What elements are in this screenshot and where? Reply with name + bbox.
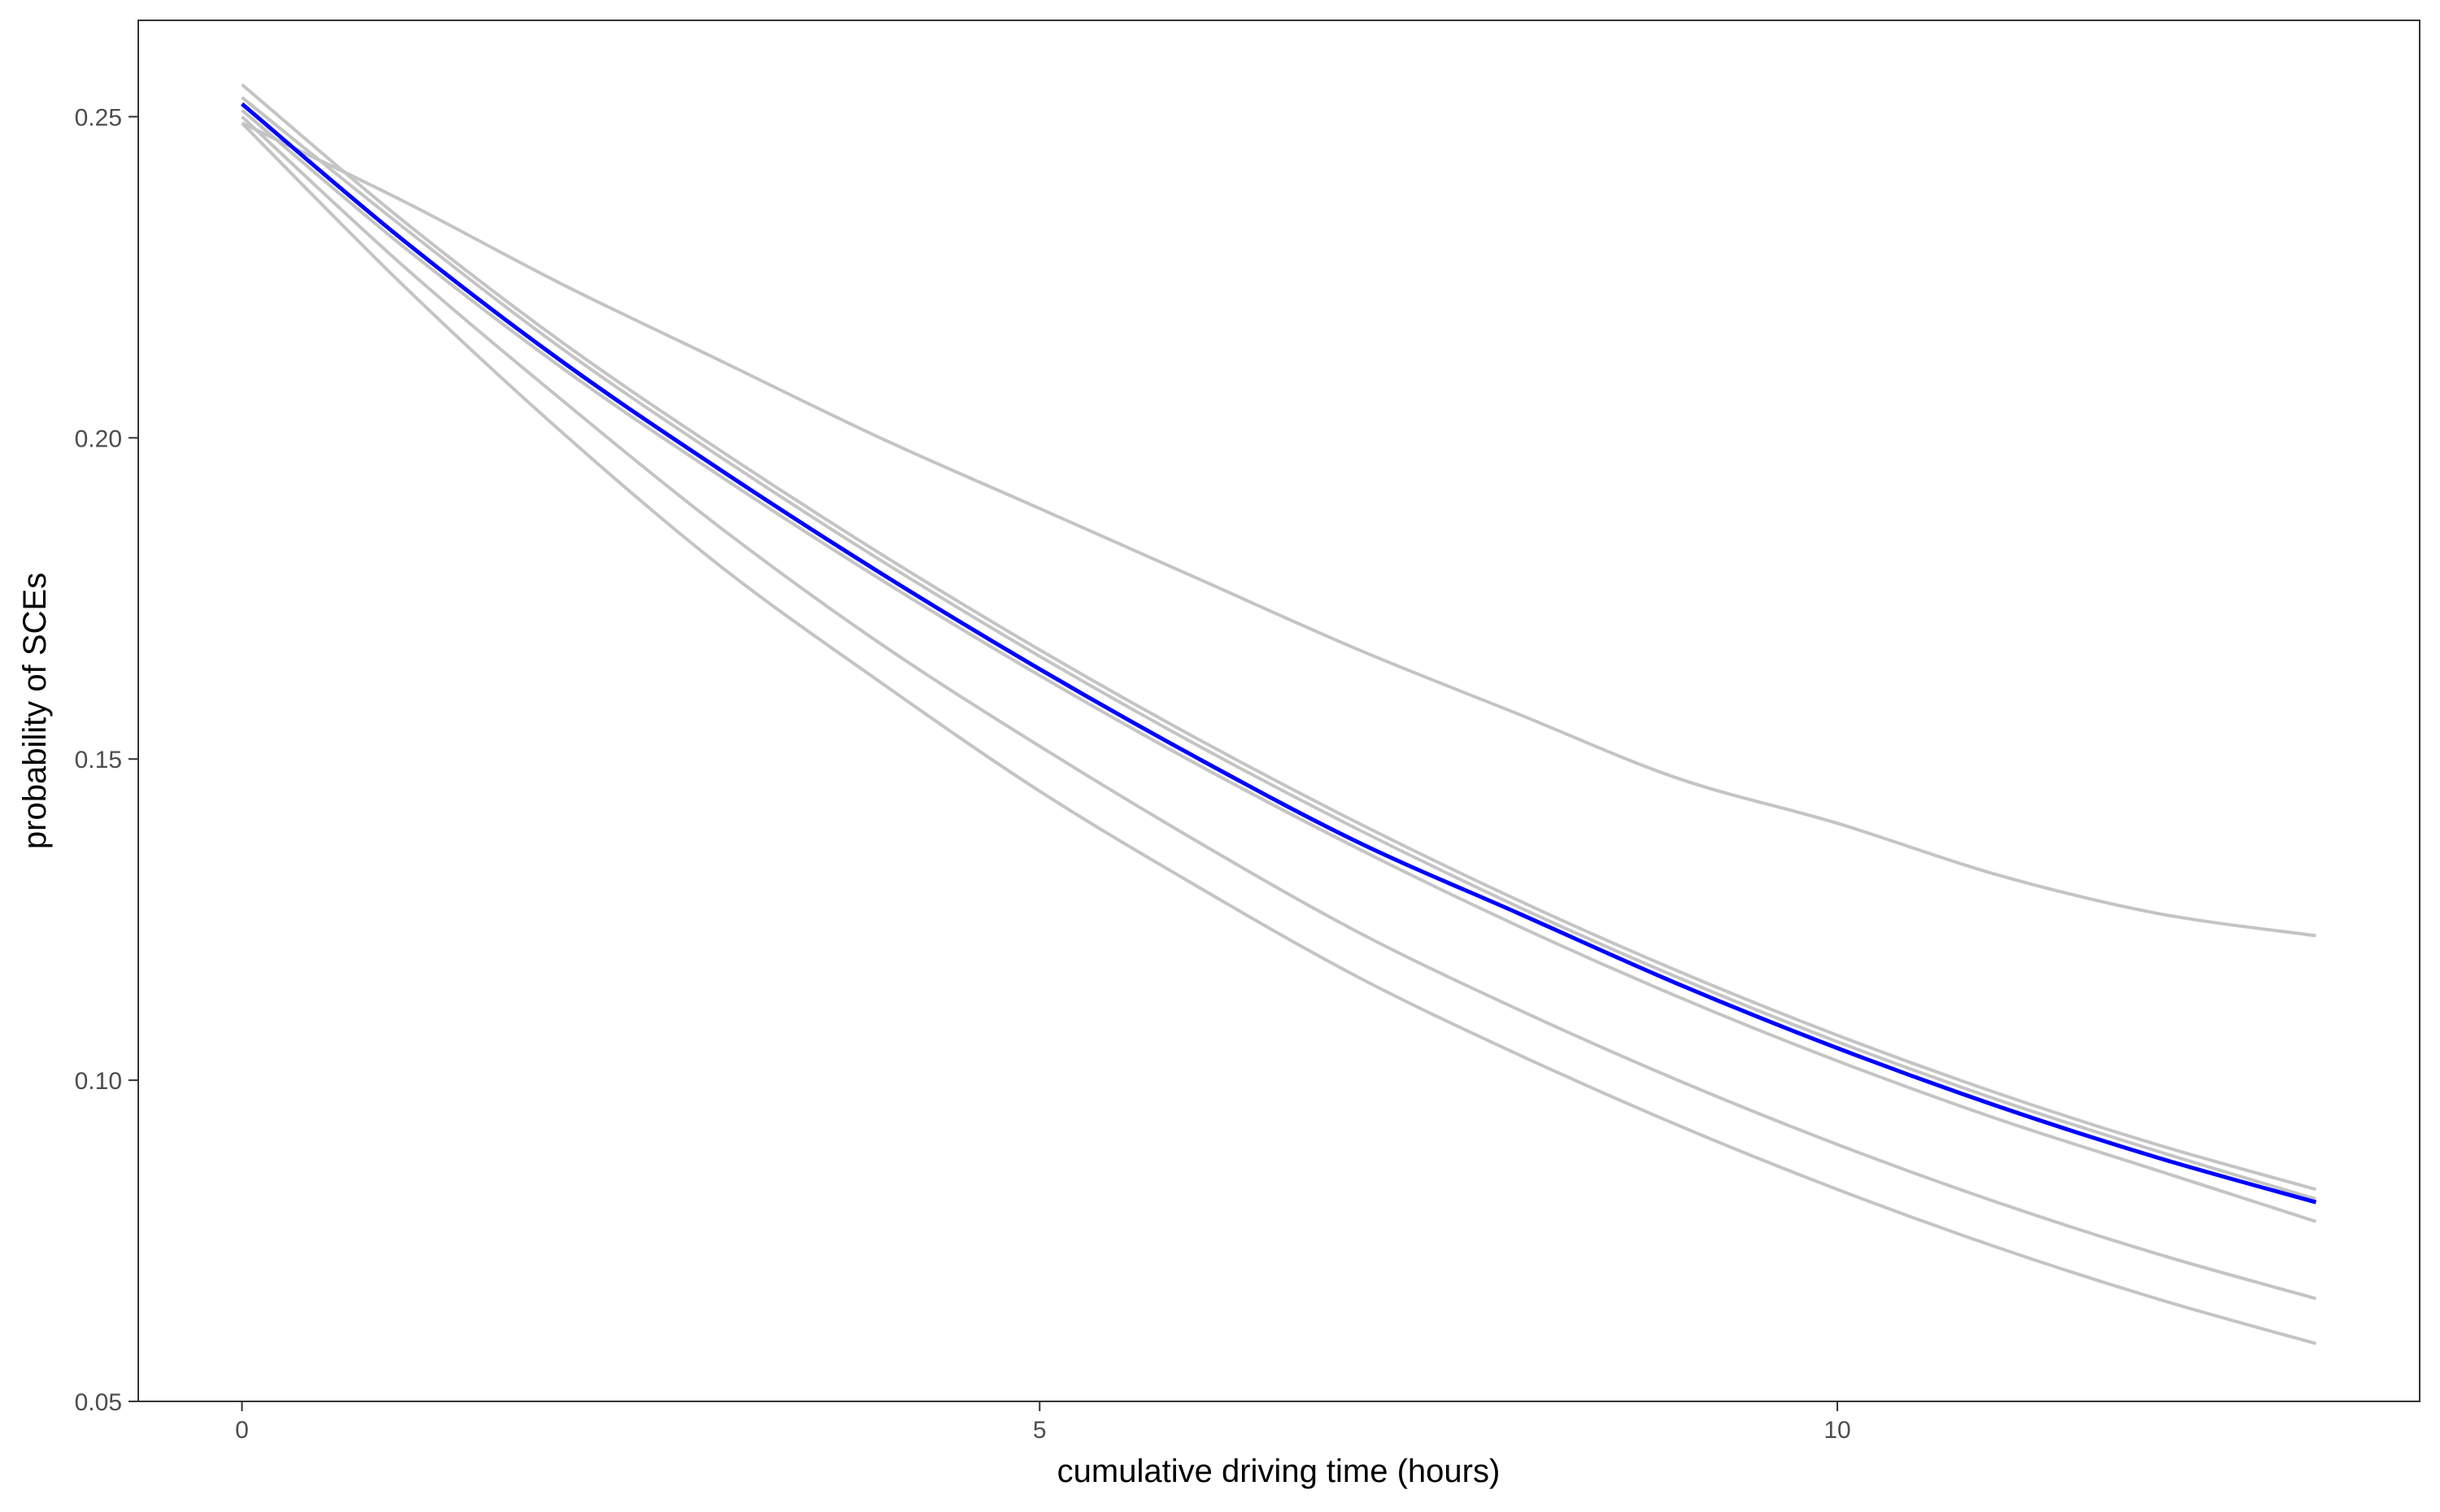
x-tick-label: 10 xyxy=(1823,1417,1850,1444)
y-tick-label: 0.25 xyxy=(75,104,122,131)
y-tick-label: 0.10 xyxy=(75,1068,122,1095)
panel-background xyxy=(138,20,2420,1401)
series-line-2 xyxy=(241,83,2317,1192)
y-tick-label: 0.15 xyxy=(75,747,122,773)
y-tick-label: 0.05 xyxy=(75,1389,122,1416)
y-tick-label: 0.20 xyxy=(75,425,122,452)
panel-border xyxy=(137,20,2420,1402)
x-axis-title: cumulative driving time (hours) xyxy=(1057,1453,1501,1489)
series-line-5 xyxy=(241,115,2317,1301)
series-line-mean xyxy=(240,102,2317,1205)
y-axis: 0.05 0.10 0.15 0.20 0.25 xyxy=(75,104,138,1416)
series-line-4 xyxy=(241,109,2317,1223)
x-tick-label: 0 xyxy=(235,1417,249,1444)
y-axis-title: probability of SCEs xyxy=(17,573,53,849)
x-axis: 0 5 10 xyxy=(235,1401,1851,1444)
x-tick-label: 5 xyxy=(1033,1417,1047,1444)
series-line-6 xyxy=(241,121,2317,1345)
series-line-1 xyxy=(241,121,2316,938)
series-layer xyxy=(240,83,2317,1345)
series-line-3 xyxy=(241,96,2317,1201)
